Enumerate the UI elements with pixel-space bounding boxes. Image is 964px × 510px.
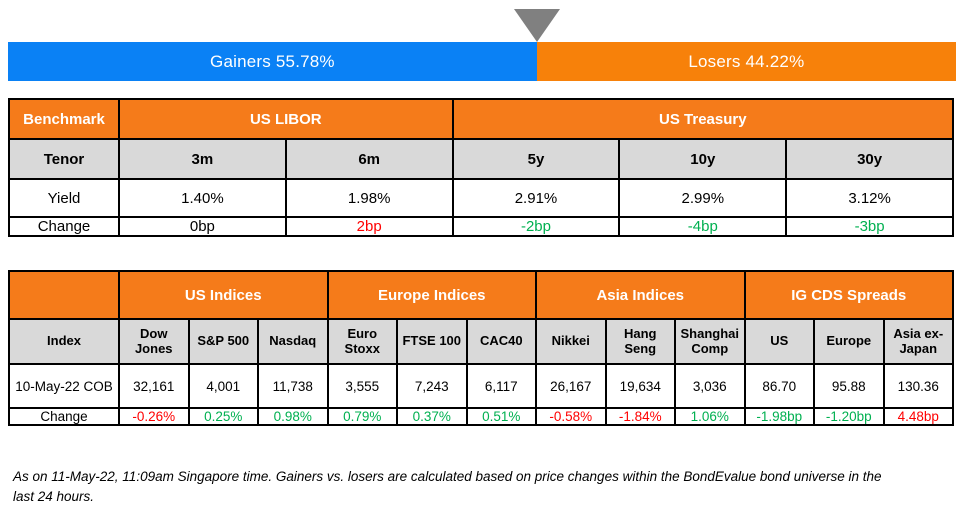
indices-column-header-nikkei: Nikkei [535, 318, 607, 365]
indices-change-cell-8: 1.06% [674, 407, 746, 426]
footnote: As on 11-May-22, 11:09am Singapore time.… [13, 469, 882, 504]
indices-column-header-nasdaq: Nasdaq [257, 318, 329, 365]
benchmark-row-tenor: Tenor 3m 6m 5y 10y 30y [8, 138, 954, 180]
indices-10-may-22-cob-cell-5: 6,117 [465, 363, 537, 409]
indices-column-header-ftse-100: FTSE 100 [396, 318, 468, 365]
indices-row-label-10-may-22-cob: 10-May-22 COB [8, 363, 120, 409]
benchmark-row-change: Change 0bp 2bp -2bp -4bp -3bp [8, 216, 954, 237]
benchmark-tenor-cell-0: 3m [118, 138, 287, 180]
indices-row-change: Change -0.26% 0.25% 0.98% 0.79% 0.37% 0.51% -0.… [8, 407, 954, 426]
indices-change-cell-3: 0.79% [326, 407, 398, 426]
benchmark-group-header-us-libor: US LIBOR [118, 98, 454, 140]
indices-change-cell-10: -1.20bp [813, 407, 885, 426]
benchmark-row-label-change: Change [8, 216, 120, 237]
benchmark-row-yield: Yield 1.40% 1.98% 2.91% 2.99% 3.12% [8, 178, 954, 218]
benchmark-yield-cell-0: 1.40% [118, 178, 287, 218]
indices-corner-cell [8, 270, 120, 320]
indices-change-cell-5: 0.51% [465, 407, 537, 426]
benchmark-yield-cell-4: 3.12% [785, 178, 954, 218]
benchmark-yield-cell-1: 1.98% [284, 178, 454, 218]
indices-row-10-may-22-cob: 10-May-22 COB 32,161 4,001 11,738 3,555 7,243… [8, 363, 954, 409]
benchmark-corner-cell: Benchmark [8, 98, 120, 140]
benchmark-tenor-cell-1: 6m [284, 138, 454, 180]
indices-10-may-22-cob-cell-1: 4,001 [187, 363, 259, 409]
indices-change-cell-4: 0.37% [396, 407, 468, 426]
indices-column-header-cac40: CAC40 [465, 318, 537, 365]
split-pointer-triangle-icon [513, 9, 560, 42]
indices-column-header-us: US [743, 318, 815, 365]
gainers-losers-bar: Gainers 55.78% Losers 44.22% [8, 42, 956, 81]
indices-change-cell-6: -0.58% [535, 407, 607, 426]
benchmark-change-cell-1: 2bp [284, 216, 454, 237]
indices-change-cell-7: -1.84% [604, 407, 676, 426]
benchmark-yield-cell-3: 2.99% [618, 178, 788, 218]
indices-change-cell-11: 4.48bp [882, 407, 954, 426]
indices-column-header-europe: Europe [813, 318, 885, 365]
benchmark-group-header-row: Benchmark US LIBOR US Treasury [8, 98, 955, 140]
losers-label: Losers 44.22% [688, 51, 805, 71]
benchmark-change-cell-3: -4bp [618, 216, 788, 237]
indices-column-header-s-p-500: S&P 500 [187, 318, 259, 365]
indices-column-header-asia-ex-japan: Asia ex-Japan [882, 318, 954, 365]
indices-group-header-us-indices: US Indices [118, 270, 329, 320]
benchmark-row-label-yield: Yield [8, 178, 120, 218]
indices-10-may-22-cob-cell-11: 130.36 [882, 363, 954, 409]
gainers-segment: Gainers 55.78% [8, 42, 537, 81]
indices-10-may-22-cob-cell-7: 19,634 [604, 363, 676, 409]
benchmark-tenor-cell-2: 5y [451, 138, 621, 180]
indices-column-header-euro-stoxx: Euro Stoxx [326, 318, 398, 365]
indices-column-header-dow-jones: Dow Jones [118, 318, 190, 365]
indices-change-cell-1: 0.25% [187, 407, 259, 426]
indices-row-label-change: Change [8, 407, 120, 426]
benchmark-tenor-cell-3: 10y [618, 138, 788, 180]
indices-change-cell-0: -0.26% [118, 407, 190, 426]
indices-column-header-hang-seng: Hang Seng [604, 318, 676, 365]
indices-table: US Indices Europe Indices Asia Indices IG C… [8, 270, 954, 426]
benchmark-row-label-tenor: Tenor [8, 138, 120, 180]
indices-change-cell-2: 0.98% [257, 407, 329, 426]
benchmark-yield-cell-2: 2.91% [451, 178, 621, 218]
indices-10-may-22-cob-cell-6: 26,167 [535, 363, 607, 409]
losers-segment: Losers 44.22% [536, 42, 956, 81]
indices-10-may-22-cob-cell-3: 3,555 [326, 363, 398, 409]
indices-10-may-22-cob-cell-4: 7,243 [396, 363, 468, 409]
indices-change-cell-9: -1.98bp [743, 407, 815, 426]
indices-group-header-europe-indices: Europe Indices [326, 270, 537, 320]
benchmark-group-header-us-treasury: US Treasury [451, 98, 955, 140]
indices-10-may-22-cob-cell-0: 32,161 [118, 363, 190, 409]
benchmark-change-cell-4: -3bp [785, 216, 954, 237]
benchmark-tenor-cell-4: 30y [785, 138, 954, 180]
indices-10-may-22-cob-cell-2: 11,738 [257, 363, 329, 409]
indices-group-header-row: US Indices Europe Indices Asia Indices IG C… [8, 270, 954, 320]
benchmark-change-cell-0: 0bp [118, 216, 287, 237]
gainers-label: Gainers 55.78% [210, 51, 335, 71]
indices-10-may-22-cob-cell-8: 3,036 [674, 363, 746, 409]
indices-column-header-index: Index [8, 318, 120, 365]
benchmark-table: Benchmark US LIBOR US Treasury Tenor 3m 6m 5y 1… [8, 98, 955, 237]
indices-column-header-shanghai-comp: Shanghai Comp [674, 318, 746, 365]
indices-10-may-22-cob-cell-9: 86.70 [743, 363, 815, 409]
benchmark-change-cell-2: -2bp [451, 216, 621, 237]
indices-group-header-ig-cds-spreads: IG CDS Spreads [743, 270, 954, 320]
indices-column-header-row: Index Dow Jones S&P 500 Nasdaq Euro Stoxx FTS… [8, 318, 954, 365]
indices-10-may-22-cob-cell-10: 95.88 [813, 363, 885, 409]
indices-group-header-asia-indices: Asia Indices [535, 270, 746, 320]
